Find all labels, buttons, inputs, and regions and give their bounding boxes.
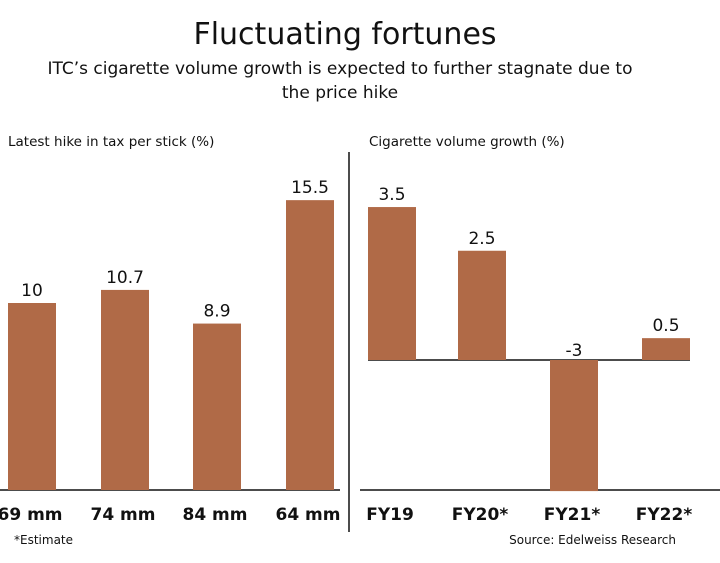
category-label: FY20* [452,505,509,525]
bar-64-mm [286,200,334,490]
data-label: 10 [21,281,43,301]
data-label: 2.5 [468,229,495,249]
category-label: 64 mm [275,505,340,525]
category-label: 84 mm [182,505,247,525]
footnote: *Estimate [14,533,73,547]
data-label: -3 [566,341,583,361]
category-label: FY21* [544,505,601,525]
left-panel-title: Latest hike in tax per stick (%) [8,134,214,150]
data-label: 8.9 [203,302,230,322]
category-label: FY22* [636,505,693,525]
right-bar-chart: 3.5 FY19 2.5 FY20* -3 FY21* 0.5 FY22* [360,185,720,525]
data-label: 15.5 [291,178,329,198]
bar-fy22 [642,338,690,360]
bar-74-mm [101,289,149,490]
bar-fy21 [550,360,598,492]
bar-69-mm [8,303,56,490]
category-label: 74 mm [90,505,155,525]
data-label: 10.7 [106,268,144,288]
right-panel-title: Cigarette volume growth (%) [369,134,565,150]
bar-fy20 [458,250,506,360]
category-label: FY19 [366,505,414,525]
bar-fy19 [368,207,416,360]
chart-subtitle-line2: the price hike [282,83,398,103]
chart-subtitle-line1: ITC’s cigarette volume growth is expecte… [48,59,633,79]
data-label: 0.5 [652,316,679,336]
data-label: 3.5 [378,185,405,205]
chart-title: Fluctuating fortunes [193,17,496,52]
left-bar-chart: 10 69 mm 10.7 74 mm 8.9 84 mm 15.5 64 mm [0,178,341,525]
source-note: Source: Edelweiss Research [509,533,676,547]
category-label: 69 mm [0,505,63,525]
bar-84-mm [193,323,241,490]
